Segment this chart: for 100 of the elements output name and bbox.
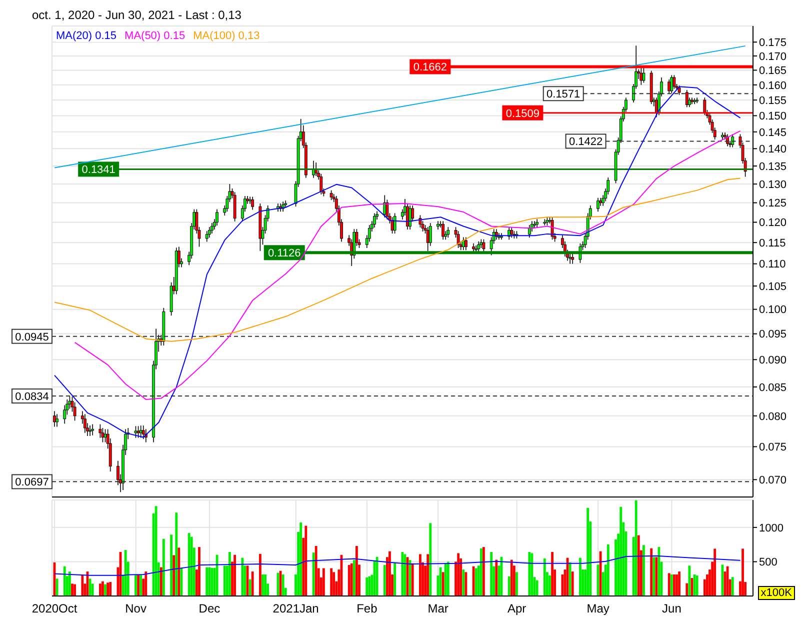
candlestick	[731, 134, 734, 148]
bar	[81, 574, 84, 596]
bar	[495, 560, 498, 596]
bar	[241, 558, 244, 596]
bar	[144, 572, 148, 596]
bar	[462, 570, 465, 596]
y-tick-label: 0.140	[759, 144, 787, 156]
ref-line-label: 0.1662	[413, 62, 447, 74]
text: x100K	[758, 586, 795, 600]
candlestick	[464, 236, 468, 251]
bar	[672, 574, 676, 596]
bar	[134, 574, 137, 596]
candlestick	[642, 66, 646, 84]
candlestick	[142, 425, 145, 440]
y-tick-label: 0.120	[759, 217, 787, 230]
bar	[444, 563, 447, 596]
bar	[634, 500, 638, 596]
y-tick-label: 0.150	[759, 110, 787, 123]
bar	[655, 557, 658, 596]
bar	[731, 577, 734, 596]
candlestick	[98, 424, 102, 438]
bar	[568, 562, 572, 596]
bar	[676, 574, 678, 596]
bar	[688, 566, 691, 596]
bar	[442, 572, 444, 596]
y-tick-label: 0.115	[759, 237, 786, 250]
y-tick-label: 0.145	[759, 126, 787, 139]
y-tick-label: 0.075	[759, 442, 787, 454]
bar	[394, 562, 396, 596]
bar	[411, 563, 414, 596]
ref-line-label: 0.1509	[506, 108, 540, 120]
candlestick	[56, 414, 58, 428]
candlestick	[136, 426, 140, 438]
bar	[419, 554, 422, 596]
bar	[124, 550, 127, 596]
bar	[178, 548, 180, 596]
y-tick-label: 0.130	[759, 178, 787, 191]
y-tick-label: 0.085	[759, 382, 787, 394]
bar	[571, 572, 574, 596]
bar	[330, 568, 333, 596]
bar	[251, 572, 254, 596]
bar	[63, 566, 66, 596]
bar	[637, 535, 640, 596]
bar	[137, 574, 140, 596]
bar	[508, 576, 510, 596]
bar	[620, 506, 622, 596]
bar	[678, 572, 680, 596]
bar	[446, 562, 450, 596]
candlestick	[205, 230, 208, 242]
bar	[170, 534, 173, 596]
bar	[109, 582, 112, 596]
candlestick	[482, 238, 486, 253]
bar	[606, 544, 610, 596]
bar	[401, 552, 404, 596]
ref-line-label: 0.0697	[15, 476, 49, 489]
text: MA(50) 0.15	[124, 30, 186, 42]
candlestick	[251, 196, 254, 210]
candlestick	[91, 424, 94, 436]
y-tick-label: 0.095	[759, 328, 787, 341]
x-tick-label: Dec	[198, 602, 220, 616]
bar	[162, 538, 165, 596]
candlestick	[550, 216, 554, 240]
bar	[426, 554, 430, 596]
bar	[154, 506, 158, 596]
ref-line-label: 0.1341	[82, 164, 116, 176]
y-tick-label: 0.110	[759, 258, 786, 271]
text: MA(100) 0,13	[193, 30, 260, 42]
ref-line-label: 0.0945	[15, 331, 49, 344]
x-tick-label: Apr	[507, 602, 526, 616]
candlestick	[104, 428, 107, 443]
candlestick	[84, 414, 86, 434]
bar	[188, 532, 190, 596]
ref-line-label: 0.1422	[568, 136, 603, 148]
bar	[210, 568, 214, 596]
bar	[140, 574, 142, 596]
candlestick	[134, 426, 138, 438]
bar	[282, 574, 284, 596]
bar	[223, 566, 226, 596]
candlestick	[693, 98, 696, 104]
candlestick	[373, 212, 376, 228]
candlestick	[571, 254, 574, 264]
candlestick	[685, 90, 688, 108]
candlestick	[533, 220, 536, 228]
y-tick-label: 0.160	[759, 80, 787, 92]
candlestick	[208, 226, 211, 238]
bar	[528, 552, 531, 596]
bar	[388, 551, 391, 596]
bar	[696, 575, 698, 596]
bar	[160, 567, 162, 596]
y-tick-label: 1000	[759, 522, 784, 534]
x-tick-label: Feb	[356, 602, 378, 616]
y-tick-label: 0.080	[759, 410, 787, 423]
y-tick-label: 0.125	[759, 198, 787, 210]
bar	[228, 552, 231, 596]
bar	[259, 554, 262, 596]
bar	[71, 584, 74, 596]
candlestick	[88, 425, 92, 436]
candlestick	[210, 222, 214, 234]
bar	[262, 574, 264, 596]
candlestick	[408, 205, 412, 230]
